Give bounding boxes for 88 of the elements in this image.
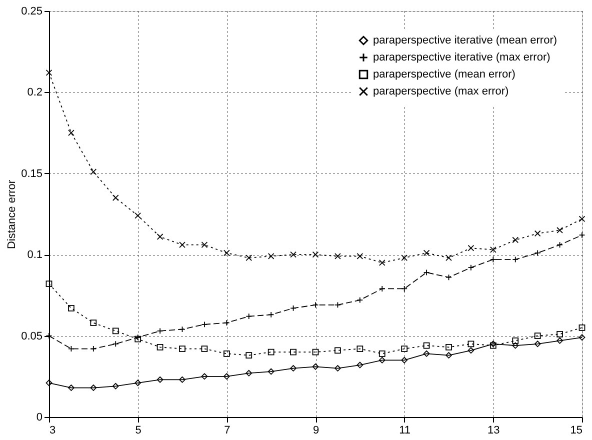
point [556,337,563,344]
point [512,236,519,244]
point [556,227,563,234]
point [468,340,474,348]
point [46,280,52,288]
point [356,346,364,352]
point [334,253,341,260]
point [578,334,586,341]
point [534,340,541,348]
point [268,253,274,260]
point [290,348,296,356]
point [446,254,452,262]
point [446,352,452,358]
point [290,251,296,258]
point [90,168,97,175]
x-tick-label: 13 [488,424,500,436]
point [556,330,563,338]
y-tick-label: 0.05 [21,330,42,342]
point [68,384,74,391]
point [68,305,74,312]
y-tick-label: 0.25 [21,6,42,18]
point [156,344,164,350]
point [334,347,341,354]
point [156,234,164,240]
point [290,365,296,372]
point [446,344,452,350]
point [179,346,186,352]
point [90,384,97,391]
point [490,246,496,253]
legend-label: paraperspective iterative (mean error) [373,34,558,46]
point [312,363,319,370]
point [423,342,430,349]
x-tick-label: 11 [399,424,411,436]
point [156,376,164,383]
point [134,380,142,386]
point [401,356,408,364]
point [512,337,519,344]
y-tick-label: 0.1 [27,249,42,262]
point [423,250,430,256]
y-tick-label: 0.2 [27,86,42,99]
point [534,230,541,237]
legend-label: paraperspective (max error) [373,86,509,98]
y-tick-label: 0 [36,412,42,424]
legend-label: paraperspective iterative (max error) [373,52,550,64]
x-tick-label: 15 [570,424,582,436]
x-tick-label: 7 [224,424,230,436]
point [401,254,408,262]
point [134,212,142,219]
point [268,348,274,356]
point [112,194,119,201]
point [378,356,386,364]
point [534,332,541,339]
point [356,362,364,368]
point [378,260,386,266]
point [112,382,119,390]
point [246,370,252,376]
point [112,328,119,334]
point [312,251,319,258]
point [578,216,586,222]
point [201,242,208,248]
point [201,346,208,352]
point [423,350,430,357]
point [312,348,319,356]
point [268,368,274,375]
point [201,373,208,380]
point [468,347,474,354]
legend-label: paraperspective (mean error) [373,68,516,80]
y-tick-label: 0.15 [21,168,42,180]
point [246,352,252,358]
x-tick-label: 5 [135,424,142,436]
point [179,242,186,248]
y-axis-title: Distance error [6,180,18,250]
point [68,130,74,136]
point [512,342,519,349]
point [223,350,230,357]
point [90,320,97,326]
point [179,376,186,383]
point [356,253,364,260]
point [401,346,408,352]
x-tick-label: 3 [50,424,56,436]
point [223,250,230,256]
point [223,373,230,380]
point [468,244,474,252]
point [246,254,252,262]
point [334,365,341,372]
point [378,350,386,357]
x-tick-label: 9 [312,424,320,436]
point [578,324,586,331]
